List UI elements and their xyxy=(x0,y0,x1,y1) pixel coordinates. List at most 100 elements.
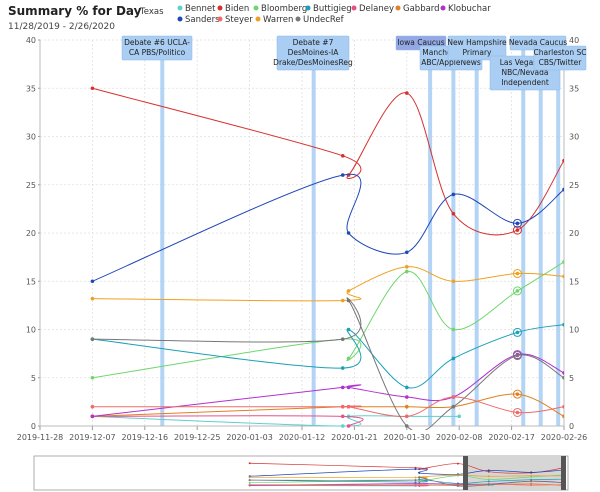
x-tick-label: 2020-02-17 xyxy=(488,433,535,442)
axes: 0 0 5 5 10 10 15 15 20 20 25 25 30 30 35 35 40 40 2019-11-… xyxy=(17,36,588,442)
navigator-point xyxy=(530,484,533,487)
highlight-point xyxy=(512,269,522,279)
data-point xyxy=(515,289,520,293)
legend-marker xyxy=(295,16,301,22)
data-point xyxy=(90,375,95,380)
legend-label: Sanders xyxy=(185,15,220,25)
event-bands xyxy=(160,40,561,426)
data-point xyxy=(515,221,520,226)
data-point xyxy=(562,414,564,419)
navigator-point xyxy=(414,468,417,471)
data-point xyxy=(340,404,345,409)
highlight-point xyxy=(512,327,522,337)
data-point xyxy=(562,274,564,279)
x-tick-label: 2019-11-28 xyxy=(17,433,64,442)
navigator-point xyxy=(530,480,533,483)
annotation-text: Drake/DesMoinesReg xyxy=(273,58,353,67)
annotation-text: Iowa Caucus xyxy=(397,38,444,47)
legend-marker xyxy=(305,5,311,11)
y-tick-label-left: 25 xyxy=(26,181,36,190)
chart-subtitle: 11/28/2019 - 2/26/2020 xyxy=(8,22,115,32)
navigator-point xyxy=(248,483,251,486)
series-line xyxy=(92,87,564,236)
series-line xyxy=(92,393,564,417)
data-point xyxy=(515,330,520,335)
navigator-handle-right[interactable] xyxy=(561,456,566,490)
legend-label: Buttigieg xyxy=(313,4,352,14)
range-navigator[interactable] xyxy=(33,455,569,491)
data-point xyxy=(90,404,95,409)
x-tick-label: 2020-01-12 xyxy=(279,433,326,442)
y-tick-label-right: 30 xyxy=(569,133,579,142)
event-band xyxy=(311,40,316,426)
navigator-handle-left[interactable] xyxy=(463,456,468,490)
legend-marker xyxy=(177,5,183,11)
data-point xyxy=(451,211,456,216)
navigator-point xyxy=(487,475,490,478)
data-point xyxy=(405,414,409,419)
data-point xyxy=(451,356,456,361)
navigator-point xyxy=(414,483,417,486)
highlight-point xyxy=(512,225,522,235)
data-point xyxy=(562,375,564,380)
legend-label: Warren xyxy=(263,15,293,25)
event-band xyxy=(451,40,456,426)
data-point xyxy=(405,404,409,409)
data-point xyxy=(562,371,564,375)
data-point xyxy=(515,392,520,396)
y-tick-label-left: 5 xyxy=(31,374,36,383)
navigator-point xyxy=(456,462,459,465)
annotation-text: NBC/Nevada xyxy=(501,68,548,77)
data-point xyxy=(346,289,351,293)
data-point xyxy=(457,414,462,419)
x-tick-label: 2019-12-25 xyxy=(174,433,221,442)
series-line xyxy=(92,266,564,302)
legend-label: Bloomberg xyxy=(261,4,307,14)
legend-label: Steyer xyxy=(225,15,253,25)
navigator-point xyxy=(248,481,251,484)
navigator-point xyxy=(418,472,421,474)
y-tick-label-left: 0 xyxy=(31,422,36,431)
navigator-point xyxy=(487,483,490,486)
y-tick-label-right: 25 xyxy=(569,181,579,190)
navigator-point xyxy=(414,479,417,482)
navigator-point xyxy=(456,474,459,477)
annotation-text: Charleston SC xyxy=(534,48,587,57)
navigator-point xyxy=(248,479,251,482)
data-point xyxy=(451,395,456,399)
y-tick-label-right: 35 xyxy=(569,84,579,93)
data-point xyxy=(346,424,351,428)
highlight-point xyxy=(512,286,522,296)
x-tick-label: 2020-01-21 xyxy=(331,433,378,442)
data-point xyxy=(340,414,345,419)
series-line xyxy=(92,324,564,389)
legend-label: Gabbard xyxy=(403,4,440,14)
legend-marker xyxy=(255,16,261,22)
series-line xyxy=(92,415,460,427)
series-line xyxy=(92,173,564,282)
data-point xyxy=(562,158,564,163)
highlight-point xyxy=(512,351,522,361)
data-point xyxy=(340,298,345,303)
navigator-point xyxy=(418,483,421,486)
data-point xyxy=(515,410,520,415)
annotation-text: CA PBS/Politico xyxy=(129,48,186,57)
highlight-point xyxy=(512,389,522,399)
y-tick-label-right: 10 xyxy=(569,326,579,335)
data-point xyxy=(405,91,409,95)
data-point xyxy=(405,269,409,274)
y-tick-label-left: 30 xyxy=(26,133,36,142)
navigator-point xyxy=(248,462,251,465)
y-tick-label-left: 35 xyxy=(26,84,36,93)
data-point xyxy=(562,187,564,192)
navigator-point xyxy=(418,476,421,479)
legend-label: Bennet xyxy=(185,4,216,14)
navigator-point xyxy=(530,474,533,477)
data-point xyxy=(515,353,520,358)
data-point xyxy=(515,228,520,232)
x-tick-label: 2020-01-30 xyxy=(384,433,431,442)
y-tick-label-right: 5 xyxy=(569,374,574,383)
highlight-point xyxy=(512,407,522,417)
